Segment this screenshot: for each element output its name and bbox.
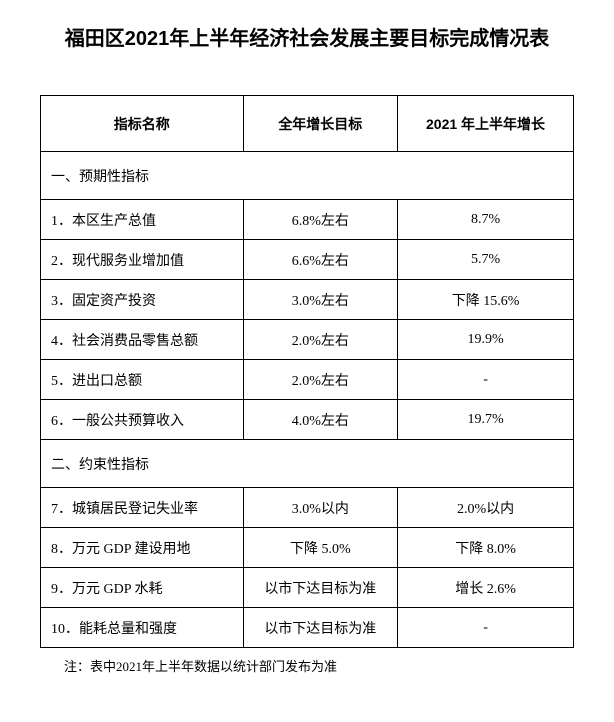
table-row: 8．万元 GDP 建设用地 下降 5.0% 下降 8.0% <box>41 528 574 568</box>
row-name: 10．能耗总量和强度 <box>41 608 244 648</box>
section-1-row: 一、预期性指标 <box>41 152 574 200</box>
row-actual: - <box>398 608 574 648</box>
page-title: 福田区2021年上半年经济社会发展主要目标完成情况表 <box>40 22 574 51</box>
row-actual: 19.9% <box>398 320 574 360</box>
row-actual: 增长 2.6% <box>398 568 574 608</box>
row-name: 7．城镇居民登记失业率 <box>41 488 244 528</box>
table-row: 5．进出口总额 2.0%左右 - <box>41 360 574 400</box>
row-name: 5．进出口总额 <box>41 360 244 400</box>
table-row: 4．社会消费品零售总额 2.0%左右 19.9% <box>41 320 574 360</box>
row-name: 4．社会消费品零售总额 <box>41 320 244 360</box>
row-actual: 19.7% <box>398 400 574 440</box>
section-2-row: 二、约束性指标 <box>41 440 574 488</box>
row-name: 9．万元 GDP 水耗 <box>41 568 244 608</box>
table-row: 3．固定资产投资 3.0%左右 下降 15.6% <box>41 280 574 320</box>
section-2-label: 二、约束性指标 <box>41 440 574 488</box>
row-target: 以市下达目标为准 <box>243 608 398 648</box>
table-row: 10．能耗总量和强度 以市下达目标为准 - <box>41 608 574 648</box>
table-row: 6．一般公共预算收入 4.0%左右 19.7% <box>41 400 574 440</box>
row-target: 以市下达目标为准 <box>243 568 398 608</box>
row-actual: 下降 8.0% <box>398 528 574 568</box>
row-name: 3．固定资产投资 <box>41 280 244 320</box>
row-actual: 5.7% <box>398 240 574 280</box>
indicators-table: 指标名称 全年增长目标 2021 年上半年增长 一、预期性指标 1．本区生产总值… <box>40 95 574 648</box>
header-name: 指标名称 <box>41 96 244 152</box>
row-target: 2.0%左右 <box>243 360 398 400</box>
row-target: 2.0%左右 <box>243 320 398 360</box>
table-row: 1．本区生产总值 6.8%左右 8.7% <box>41 200 574 240</box>
table-header-row: 指标名称 全年增长目标 2021 年上半年增长 <box>41 96 574 152</box>
table-row: 9．万元 GDP 水耗 以市下达目标为准 增长 2.6% <box>41 568 574 608</box>
row-name: 6．一般公共预算收入 <box>41 400 244 440</box>
row-target: 3.0%左右 <box>243 280 398 320</box>
row-target: 3.0%以内 <box>243 488 398 528</box>
row-target: 6.8%左右 <box>243 200 398 240</box>
row-target: 4.0%左右 <box>243 400 398 440</box>
row-actual: - <box>398 360 574 400</box>
row-name: 2．现代服务业增加值 <box>41 240 244 280</box>
section-1-label: 一、预期性指标 <box>41 152 574 200</box>
row-actual: 8.7% <box>398 200 574 240</box>
table-row: 7．城镇居民登记失业率 3.0%以内 2.0%以内 <box>41 488 574 528</box>
row-target: 下降 5.0% <box>243 528 398 568</box>
row-name: 8．万元 GDP 建设用地 <box>41 528 244 568</box>
header-actual: 2021 年上半年增长 <box>398 96 574 152</box>
row-actual: 2.0%以内 <box>398 488 574 528</box>
footnote: 注：表中2021年上半年数据以统计部门发布为准 <box>40 656 574 675</box>
row-target: 6.6%左右 <box>243 240 398 280</box>
row-actual: 下降 15.6% <box>398 280 574 320</box>
header-target: 全年增长目标 <box>243 96 398 152</box>
table-row: 2．现代服务业增加值 6.6%左右 5.7% <box>41 240 574 280</box>
row-name: 1．本区生产总值 <box>41 200 244 240</box>
